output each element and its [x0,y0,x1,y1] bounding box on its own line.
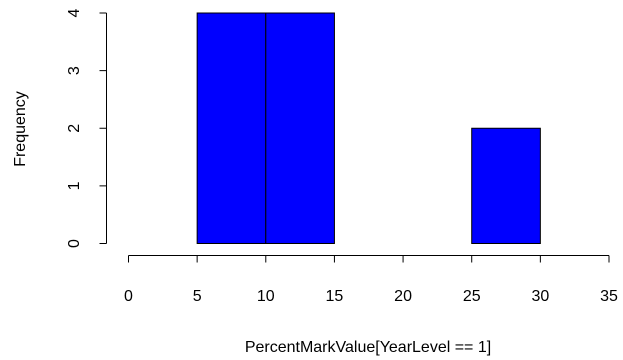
x-tick-label: 10 [257,288,275,305]
x-axis-title: PercentMarkValue[YearLevel == 1] [245,339,491,356]
x-tick-label: 5 [193,288,202,305]
y-tick-label: 1 [66,181,83,190]
y-axis: 0 1 2 3 4 [66,8,107,248]
x-tick-label: 0 [124,288,133,305]
y-axis-title: Frequency [12,91,29,167]
x-tick-label: 20 [394,288,412,305]
x-axis: 0 5 10 15 20 25 30 35 [124,255,618,305]
x-tick-label: 25 [463,288,481,305]
y-tick-label: 3 [66,66,83,75]
y-tick-label: 2 [66,124,83,133]
histogram-bar-2 [265,12,335,244]
histogram-bar-5 [471,127,541,244]
y-tick-label: 4 [66,8,83,17]
bars-layer [196,12,541,244]
x-tick-label: 15 [326,288,344,305]
y-tick-label: 0 [66,239,83,248]
x-tick-label: 30 [531,288,549,305]
x-tick-label: 35 [600,288,618,305]
histogram-bar-1 [196,12,267,244]
